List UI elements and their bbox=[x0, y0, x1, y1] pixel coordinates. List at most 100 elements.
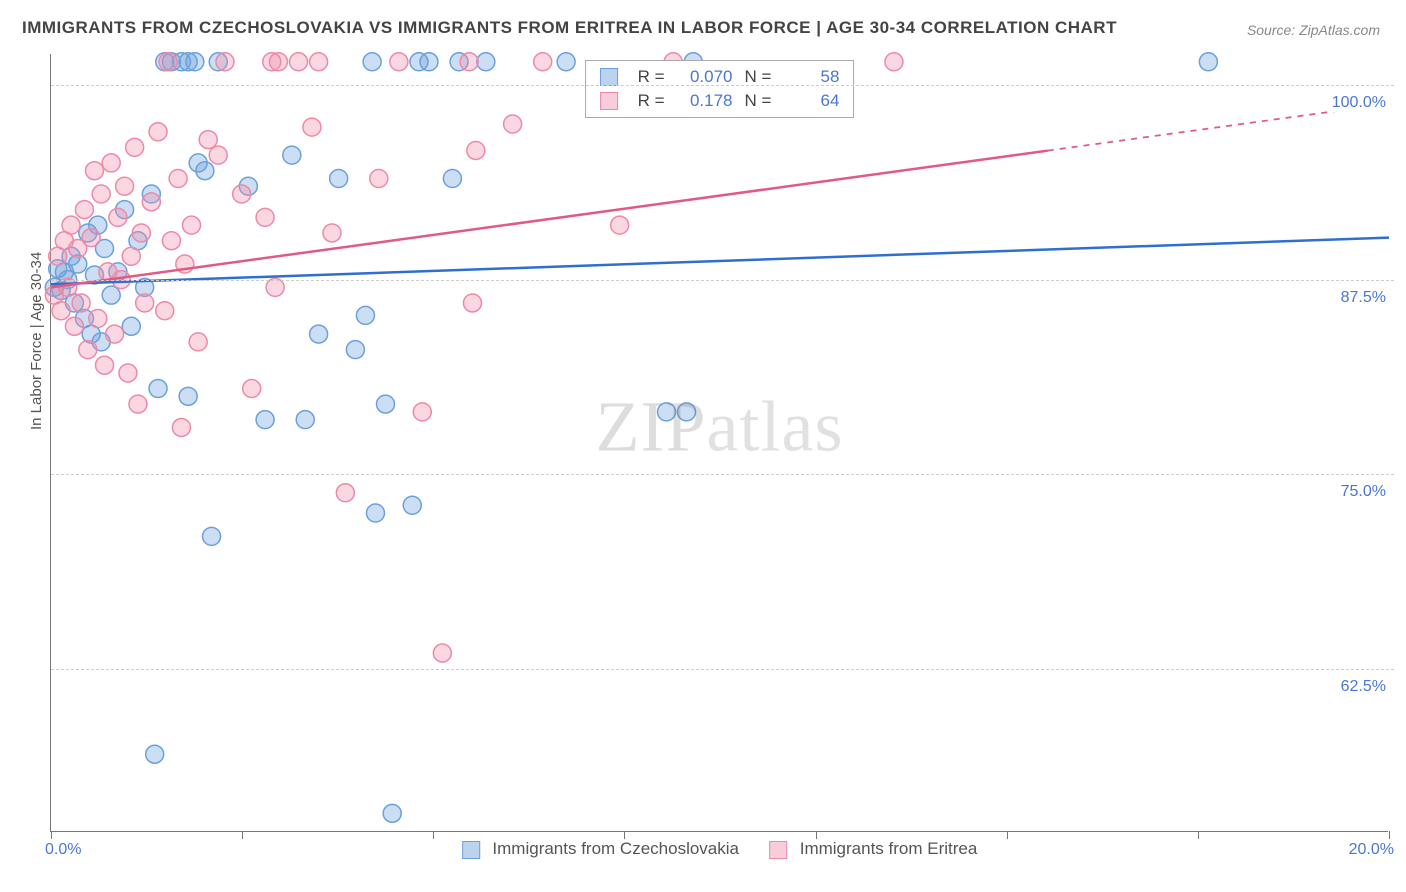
n-value-czech: 58 bbox=[783, 67, 839, 87]
data-point bbox=[156, 302, 174, 320]
data-point bbox=[310, 325, 328, 343]
data-point bbox=[390, 53, 408, 71]
data-point bbox=[557, 53, 575, 71]
data-point bbox=[129, 395, 147, 413]
legend-row-eritrea: R = 0.178 N = 64 bbox=[600, 89, 840, 113]
data-point bbox=[65, 317, 83, 335]
data-point bbox=[303, 118, 321, 136]
data-point bbox=[62, 216, 80, 234]
data-point bbox=[366, 504, 384, 522]
x-tick bbox=[624, 831, 625, 839]
data-point bbox=[96, 356, 114, 374]
data-point bbox=[290, 53, 308, 71]
data-point bbox=[102, 154, 120, 172]
data-point bbox=[102, 286, 120, 304]
x-tick bbox=[816, 831, 817, 839]
swatch-czech-icon bbox=[462, 841, 480, 859]
data-point bbox=[216, 53, 234, 71]
data-point bbox=[233, 185, 251, 203]
x-tick bbox=[433, 831, 434, 839]
legend-label-eritrea: Immigrants from Eritrea bbox=[800, 839, 978, 858]
y-tick-label: 75.0% bbox=[1337, 483, 1390, 501]
y-axis-label: In Labor Force | Age 30-34 bbox=[28, 252, 45, 430]
data-point bbox=[82, 229, 100, 247]
data-point bbox=[504, 115, 522, 133]
data-point bbox=[149, 380, 167, 398]
data-point bbox=[92, 185, 110, 203]
swatch-eritrea bbox=[600, 92, 618, 110]
data-point bbox=[79, 341, 97, 359]
data-point bbox=[283, 146, 301, 164]
data-point bbox=[149, 123, 167, 141]
chart-title: IMMIGRANTS FROM CZECHOSLOVAKIA VS IMMIGR… bbox=[22, 18, 1117, 38]
legend-label-czech: Immigrants from Czechoslovakia bbox=[492, 839, 739, 858]
x-tick bbox=[51, 831, 52, 839]
data-point bbox=[122, 247, 140, 265]
data-point bbox=[122, 317, 140, 335]
gridline-h bbox=[51, 474, 1394, 475]
data-point bbox=[678, 403, 696, 421]
gridline-h bbox=[51, 280, 1394, 281]
data-point bbox=[85, 162, 103, 180]
swatch-czech bbox=[600, 68, 618, 86]
data-point bbox=[477, 53, 495, 71]
x-tick bbox=[1389, 831, 1390, 839]
x-min-label: 0.0% bbox=[45, 841, 81, 859]
r-value-czech: 0.070 bbox=[677, 67, 733, 87]
data-point bbox=[323, 224, 341, 242]
data-point bbox=[370, 169, 388, 187]
data-point bbox=[182, 216, 200, 234]
data-point bbox=[59, 278, 77, 296]
gridline-h bbox=[51, 669, 1394, 670]
data-point bbox=[363, 53, 381, 71]
data-point bbox=[179, 387, 197, 405]
data-point bbox=[269, 53, 287, 71]
data-point bbox=[356, 306, 374, 324]
data-point bbox=[534, 53, 552, 71]
y-tick-label: 62.5% bbox=[1337, 678, 1390, 696]
x-max-label: 20.0% bbox=[1349, 841, 1394, 859]
n-label: N = bbox=[745, 67, 772, 87]
data-point bbox=[203, 527, 221, 545]
swatch-eritrea-icon bbox=[769, 841, 787, 859]
data-point bbox=[109, 208, 127, 226]
data-point bbox=[72, 294, 90, 312]
r-label: R = bbox=[638, 67, 665, 87]
data-point bbox=[377, 395, 395, 413]
x-tick bbox=[242, 831, 243, 839]
data-point bbox=[443, 169, 461, 187]
data-point bbox=[159, 53, 177, 71]
legend-item-czech: Immigrants from Czechoslovakia bbox=[462, 839, 739, 859]
data-point bbox=[885, 53, 903, 71]
chart-svg bbox=[51, 54, 1388, 831]
data-point bbox=[256, 208, 274, 226]
plot-area: ZIPatlas R = 0.070 N = 58 R = 0.178 N = … bbox=[50, 54, 1388, 832]
data-point bbox=[296, 411, 314, 429]
data-point bbox=[310, 53, 328, 71]
data-point bbox=[196, 162, 214, 180]
data-point bbox=[467, 141, 485, 159]
r-value-eritrea: 0.178 bbox=[677, 91, 733, 111]
data-point bbox=[420, 53, 438, 71]
data-point bbox=[413, 403, 431, 421]
data-point bbox=[106, 325, 124, 343]
data-point bbox=[611, 216, 629, 234]
data-point bbox=[243, 380, 261, 398]
data-point bbox=[199, 131, 217, 149]
data-point bbox=[172, 418, 190, 436]
data-point bbox=[330, 169, 348, 187]
data-point bbox=[1199, 53, 1217, 71]
n-label: N = bbox=[745, 91, 772, 111]
data-point bbox=[460, 53, 478, 71]
x-tick bbox=[1198, 831, 1199, 839]
gridline-h bbox=[51, 85, 1394, 86]
data-point bbox=[383, 804, 401, 822]
x-tick bbox=[1007, 831, 1008, 839]
y-tick-label: 100.0% bbox=[1328, 94, 1390, 112]
data-point bbox=[256, 411, 274, 429]
data-point bbox=[116, 177, 134, 195]
data-point bbox=[336, 484, 354, 502]
n-value-eritrea: 64 bbox=[783, 91, 839, 111]
correlation-legend: R = 0.070 N = 58 R = 0.178 N = 64 bbox=[585, 60, 855, 118]
data-point bbox=[657, 403, 675, 421]
